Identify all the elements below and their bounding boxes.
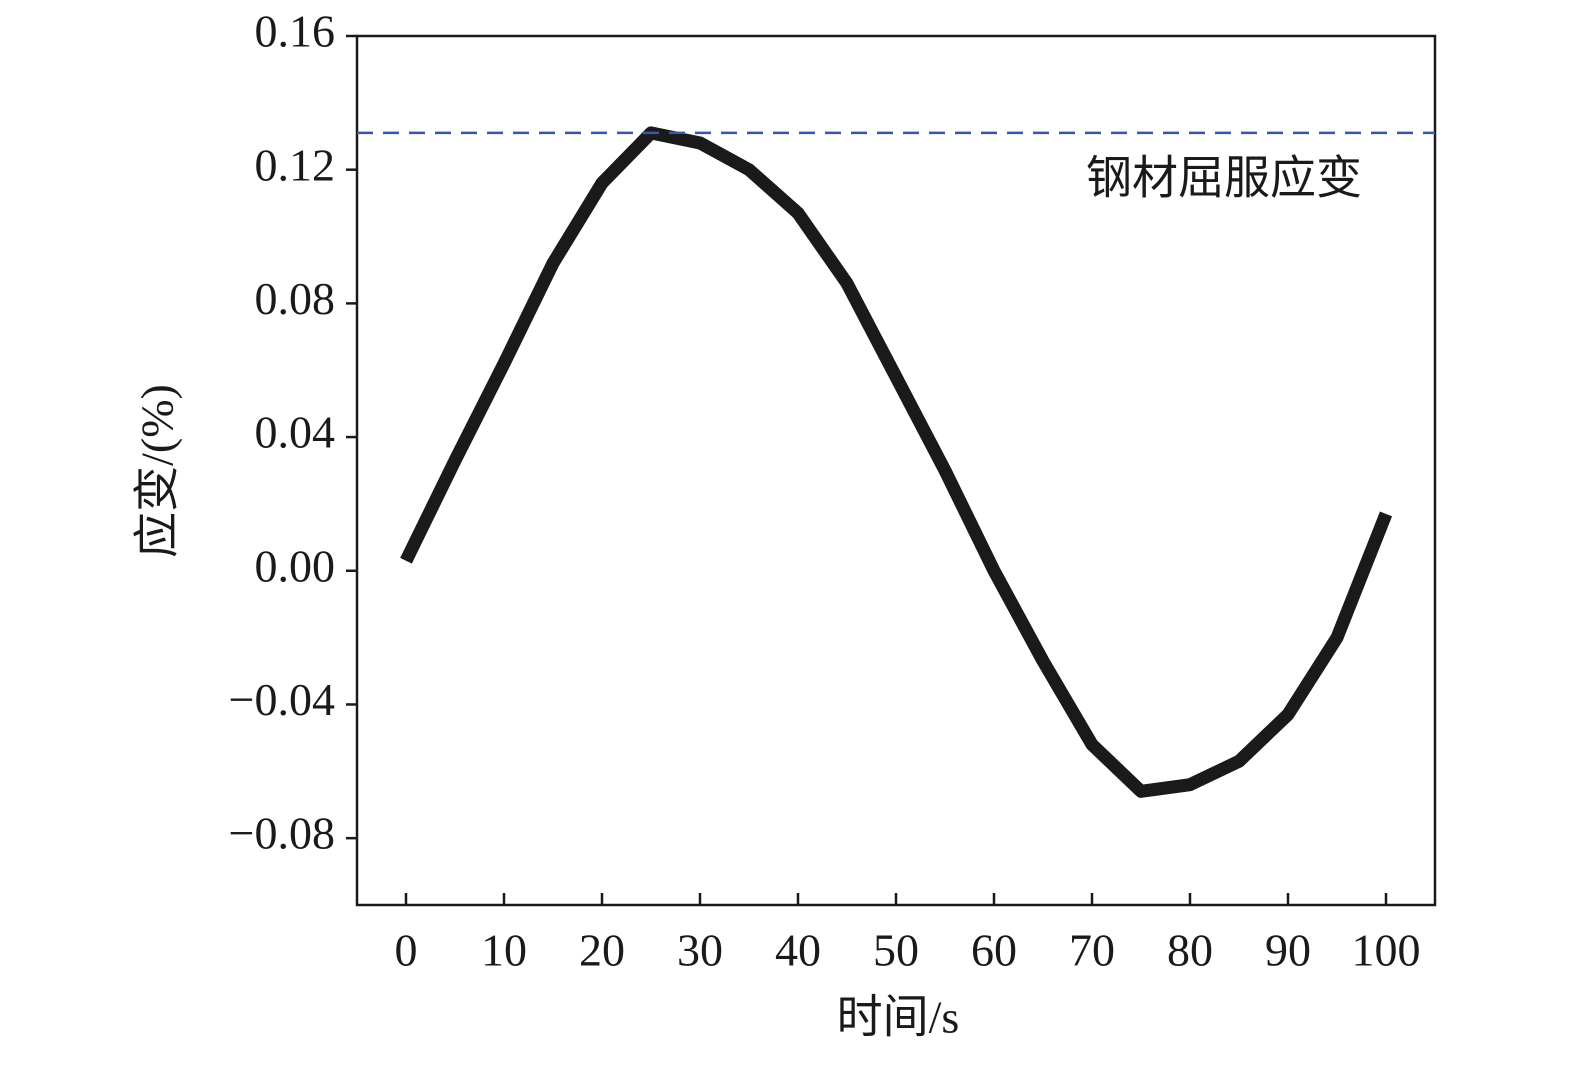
y-tick-label: 0.16: [255, 6, 336, 57]
y-tick-label: 0.00: [255, 540, 336, 591]
x-tick-label: 30: [677, 925, 723, 976]
x-tick-label: 70: [1069, 925, 1115, 976]
x-tick-label: 0: [395, 925, 418, 976]
y-tick-label: −0.08: [229, 808, 335, 859]
x-axis-label: 时间/s: [837, 992, 960, 1043]
y-tick-label: 0.04: [255, 407, 336, 458]
y-axis-label: 应变/(%): [132, 384, 183, 558]
x-tick-label: 10: [481, 925, 527, 976]
x-tick-label: 60: [971, 925, 1017, 976]
x-tick-label: 80: [1167, 925, 1213, 976]
x-tick-label: 40: [775, 925, 821, 976]
reference-label: 钢材屈服应变: [1086, 152, 1362, 203]
x-tick-label: 90: [1265, 925, 1311, 976]
y-tick-label: 0.08: [255, 273, 336, 324]
x-tick-label: 100: [1352, 925, 1421, 976]
strain-line: [400, 126, 1393, 798]
x-tick-label: 50: [873, 925, 919, 976]
y-tick-label: −0.04: [229, 674, 335, 725]
y-tick-label: 0.12: [255, 139, 336, 190]
x-tick-label: 20: [579, 925, 625, 976]
